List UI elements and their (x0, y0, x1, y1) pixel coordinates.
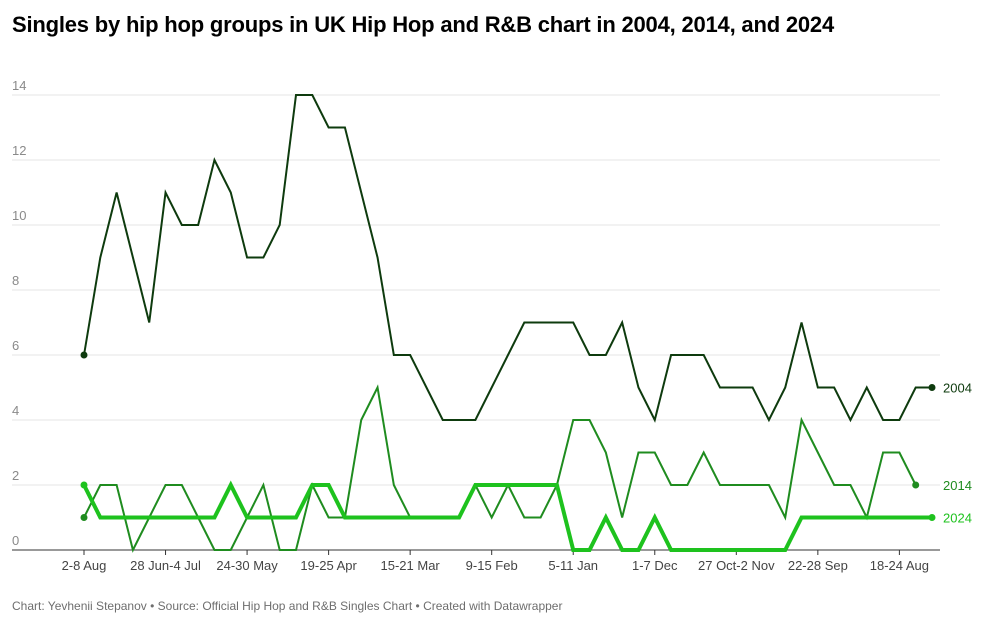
y-tick-label: 4 (12, 403, 19, 418)
series-labels: 2004 2014 2024 (943, 381, 972, 526)
x-tick-label: 1-7 Dec (632, 558, 678, 573)
x-tick-label: 24-30 May (216, 558, 278, 573)
y-tick-label: 0 (12, 533, 19, 548)
series-start-point-2014 (80, 514, 88, 521)
x-tick-label: 15-21 Mar (381, 558, 441, 573)
x-tick-label: 5-11 Jan (548, 558, 598, 573)
series-line-2024 (82, 480, 932, 552)
x-tick-label: 27 Oct-2 Nov (698, 558, 775, 573)
x-tick-label: 9-15 Feb (466, 558, 518, 573)
series-line-2014 (83, 384, 917, 553)
x-tick-label: 28 Jun-4 Jul (130, 558, 201, 573)
series-start-point-2024 (80, 481, 88, 489)
chart-footer: Chart: Yevhenii Stepanov • Source: Offic… (12, 599, 563, 613)
chart-title: Singles by hip hop groups in UK Hip Hop … (12, 12, 834, 37)
series-start-point-2004 (80, 351, 88, 359)
x-axis-ticks: 2-8 Aug 28 Jun-4 Jul 24-30 May 19-25 Apr 15-… (62, 550, 929, 573)
series-end-point-2024 (928, 514, 936, 521)
series-label-2014: 2014 (943, 478, 972, 493)
y-axis-ticks: 0 2 4 6 8 10 12 14 (12, 78, 26, 548)
y-tick-label: 14 (12, 78, 26, 93)
x-tick-label: 19-25 Apr (300, 558, 357, 573)
y-tick-label: 2 (12, 468, 19, 483)
y-tick-label: 6 (12, 338, 19, 353)
x-tick-label: 22-28 Sep (788, 558, 848, 573)
x-tick-label: 2-8 Aug (62, 558, 107, 573)
series-end-point-2004 (928, 384, 936, 391)
series-label-2004: 2004 (943, 381, 972, 396)
series-line-2004 (83, 94, 932, 423)
series-end-point-2014 (912, 481, 920, 489)
y-tick-label: 10 (12, 208, 26, 223)
series-endpoints (80, 351, 936, 521)
x-tick-label: 18-24 Aug (870, 558, 929, 573)
y-tick-label: 12 (12, 143, 26, 158)
series-label-2024: 2024 (943, 511, 972, 526)
y-tick-label: 8 (12, 273, 19, 288)
series-lines (82, 94, 932, 553)
